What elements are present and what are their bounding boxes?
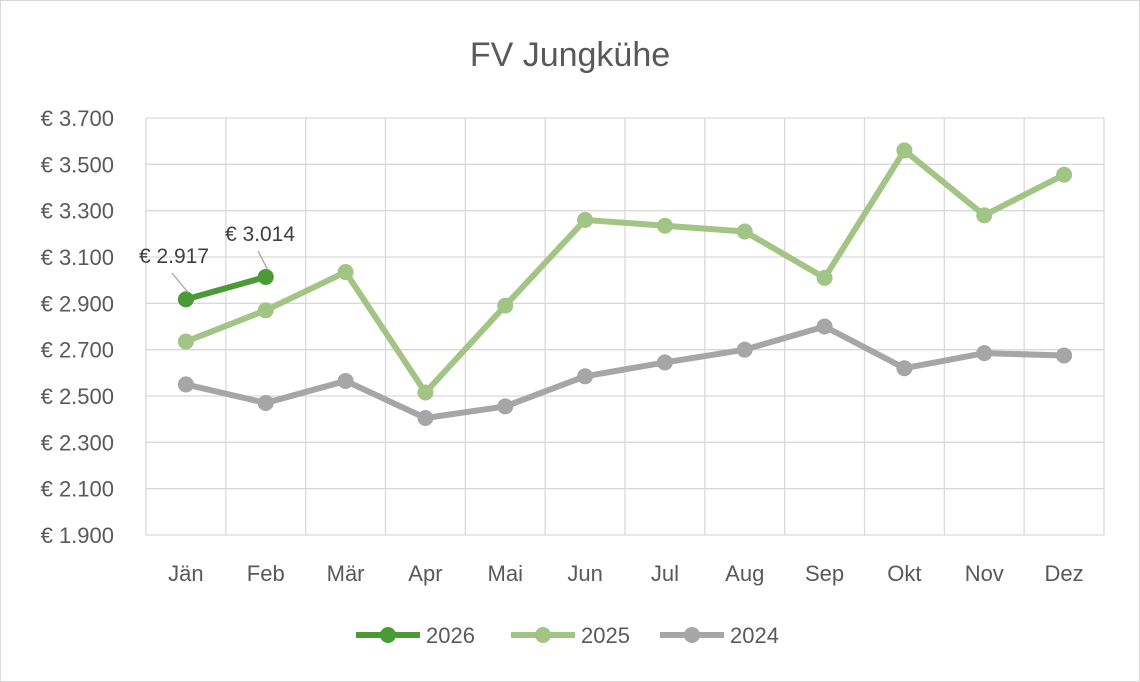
data-label-leader	[257, 250, 269, 271]
y-tick-label: € 2.500	[41, 384, 114, 409]
data-point	[177, 291, 194, 308]
data-label: € 3.014	[225, 223, 295, 246]
series-2026	[177, 268, 274, 308]
data-point	[656, 354, 673, 371]
x-tick-label: Sep	[805, 561, 844, 586]
data-point	[177, 333, 194, 350]
x-tick-label: Apr	[408, 561, 442, 586]
x-tick-label: Nov	[965, 561, 1004, 586]
x-tick-label: Dez	[1045, 561, 1084, 586]
y-tick-label: € 2.700	[41, 338, 114, 363]
x-tick-label: Feb	[247, 561, 285, 586]
data-point	[257, 302, 274, 319]
x-tick-label: Jän	[168, 561, 203, 586]
data-point	[577, 368, 594, 385]
legend-item-2025: 2025	[511, 623, 630, 648]
data-point	[257, 268, 274, 285]
y-tick-label: € 2.100	[41, 477, 114, 502]
data-point	[577, 211, 594, 228]
y-tick-label: € 3.500	[41, 152, 114, 177]
x-tick-label: Mär	[327, 561, 365, 586]
x-tick-label: Okt	[887, 561, 921, 586]
data-point	[417, 384, 434, 401]
y-tick-label: € 2.900	[41, 291, 114, 316]
y-tick-label: € 3.300	[41, 199, 114, 224]
data-point	[976, 345, 993, 362]
y-axis-ticks: € 1.900 € 2.100 € 2.300 € 2.500 € 2.700 € 2.9…	[41, 106, 114, 548]
x-tick-label: Mai	[488, 561, 523, 586]
data-point	[736, 223, 753, 240]
data-label: € 2.917	[139, 245, 209, 268]
data-point	[177, 376, 194, 393]
legend-swatch-marker	[380, 627, 396, 643]
legend-label: 2024	[730, 623, 779, 648]
data-point	[1056, 347, 1073, 364]
data-labels: € 2.917 € 3.014	[139, 223, 295, 293]
series-line-2025	[182, 147, 1068, 396]
series-2025	[177, 142, 1073, 401]
legend-label: 2026	[426, 623, 475, 648]
x-tick-label: Aug	[725, 561, 764, 586]
grid	[145, 117, 1105, 536]
data-point	[656, 217, 673, 234]
x-axis-ticks: Jän Feb Mär Apr Mai Jun Jul Aug Sep Okt Nov Dez	[168, 561, 1083, 586]
series-2024	[177, 318, 1073, 427]
series-line-2024	[182, 323, 1068, 422]
data-point	[896, 142, 913, 159]
legend-swatch-marker	[684, 627, 700, 643]
x-tick-label: Jul	[651, 561, 679, 586]
data-point	[976, 207, 993, 224]
data-point	[497, 398, 514, 415]
data-point	[337, 264, 354, 281]
y-tick-label: € 3.100	[41, 245, 114, 270]
legend-item-2026: 2026	[356, 623, 475, 648]
chart-title: FV Jungkühe	[470, 36, 670, 74]
series-line-2026	[182, 273, 269, 303]
y-tick-label: € 1.900	[41, 523, 114, 548]
y-tick-label: € 2.300	[41, 430, 114, 455]
data-point	[816, 318, 833, 335]
data-point	[257, 394, 274, 411]
data-point	[896, 360, 913, 377]
data-point	[736, 341, 753, 358]
data-point	[1056, 166, 1073, 183]
legend: 2026 2025 2024	[356, 623, 779, 648]
data-point	[417, 410, 434, 427]
legend-item-2024: 2024	[660, 623, 779, 648]
y-tick-label: € 3.700	[41, 106, 114, 131]
x-tick-label: Jun	[567, 561, 602, 586]
data-point	[816, 269, 833, 286]
legend-label: 2025	[581, 623, 630, 648]
series-layer	[177, 142, 1073, 427]
data-point	[337, 372, 354, 389]
data-label-leader	[171, 272, 189, 293]
data-point	[497, 297, 514, 314]
legend-swatch-marker	[535, 627, 551, 643]
